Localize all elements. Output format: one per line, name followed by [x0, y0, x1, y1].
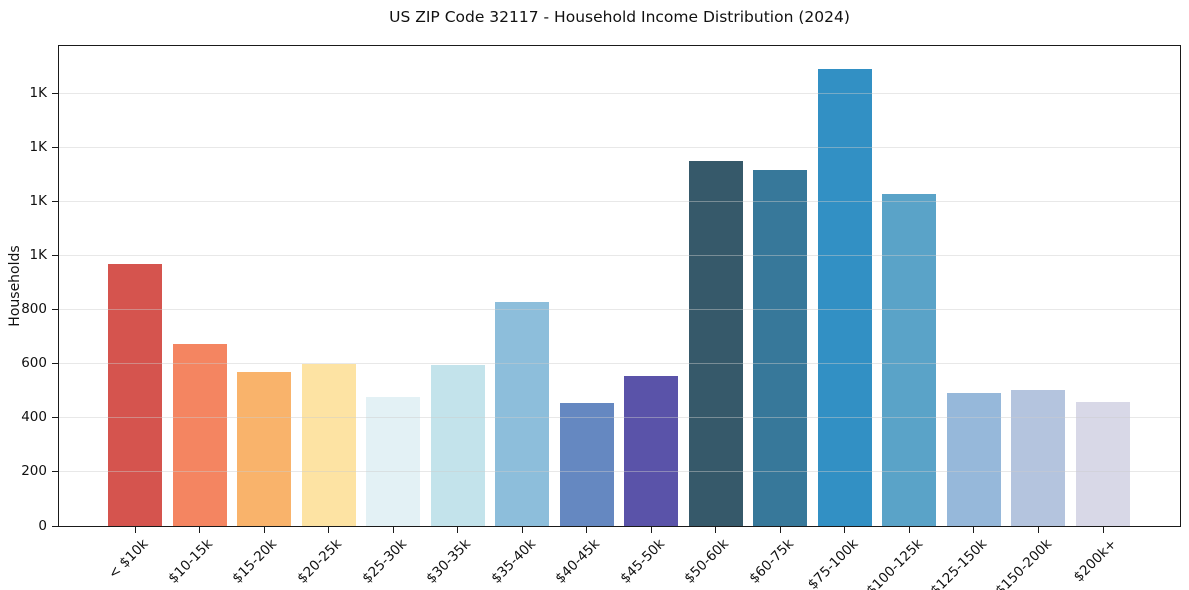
bar-$45-50k: [624, 376, 679, 526]
y-tick-mark: [52, 200, 58, 202]
x-tick-label: $30-35k: [423, 536, 474, 587]
gridline: [59, 471, 1180, 473]
y-tick-label: 1K: [29, 192, 47, 209]
bar-$100-125k: [882, 193, 937, 526]
x-tick-label: $15-20k: [229, 536, 281, 587]
bar-$150-200k: [1011, 389, 1066, 526]
x-tick-mark: [1037, 527, 1039, 533]
x-tick-mark: [715, 527, 717, 533]
y-tick-mark: [52, 363, 58, 365]
x-tick-label: $125-150k: [927, 536, 991, 590]
x-tick-mark: [844, 527, 846, 533]
y-tick-label: 800: [21, 301, 47, 318]
y-tick-label: 0: [38, 517, 47, 534]
x-tick-mark: [908, 527, 910, 533]
y-tick-label: 600: [21, 355, 47, 372]
bar-$60-75k: [753, 169, 808, 526]
x-tick-label: $25-30k: [358, 536, 410, 587]
y-tick-label: 1K: [29, 84, 47, 101]
x-tick-mark: [973, 527, 975, 533]
x-tick-label: $100-125k: [862, 536, 926, 590]
y-tick-label: 1K: [29, 138, 47, 155]
y-tick-label: 400: [21, 409, 47, 426]
x-tick-label: $10-15k: [165, 536, 216, 587]
x-tick-mark: [586, 527, 588, 533]
gridline: [59, 363, 1180, 365]
y-tick-mark: [52, 92, 58, 94]
x-tick-label: $75-100k: [804, 536, 862, 590]
x-tick-mark: [392, 527, 394, 533]
x-tick-mark: [521, 527, 523, 533]
y-tick-mark: [52, 471, 58, 473]
bar-$50-60k: [688, 160, 743, 526]
x-tick-label: < $10k: [105, 536, 152, 583]
bar-$25-30k: [366, 396, 421, 526]
x-tick-label: $20-25k: [294, 536, 345, 587]
gridline: [59, 254, 1180, 256]
bar-$30-35k: [430, 365, 485, 526]
x-tick-label: $60-75k: [745, 536, 797, 587]
y-tick-label: 200: [21, 463, 47, 480]
x-tick-mark: [263, 527, 265, 533]
chart-title: US ZIP Code 32117 - Household Income Dis…: [389, 8, 850, 26]
y-tick-mark: [52, 525, 58, 527]
x-tick-mark: [1102, 527, 1104, 533]
gridline: [59, 146, 1180, 148]
gridline: [59, 200, 1180, 202]
bar-$35-40k: [495, 302, 550, 526]
gridline: [59, 309, 1180, 311]
x-tick-label: $45-50k: [616, 536, 668, 587]
y-tick-mark: [52, 254, 58, 256]
bar-$10-15k: [172, 344, 227, 526]
x-tick-label: $150-200k: [991, 536, 1055, 590]
x-tick-mark: [650, 527, 652, 533]
x-tick-label: $50-60k: [681, 536, 733, 587]
bar-$40-45k: [559, 402, 614, 526]
x-tick-label: $35-40k: [487, 536, 539, 587]
x-tick-label: $40-45k: [552, 536, 604, 587]
bar-$75-100k: [817, 69, 872, 526]
y-tick-mark: [52, 417, 58, 419]
x-tick-mark: [134, 527, 136, 533]
x-tick-mark: [457, 527, 459, 533]
x-tick-mark: [779, 527, 781, 533]
bar-< $10k: [108, 264, 162, 526]
y-tick-mark: [52, 146, 58, 148]
bar-$125-150k: [946, 392, 1001, 526]
gridline: [59, 92, 1180, 94]
bar-$200k+: [1076, 401, 1130, 526]
y-tick-label: 1K: [29, 246, 47, 263]
bar-$15-20k: [237, 372, 292, 526]
x-tick-mark: [328, 527, 330, 533]
x-tick-label: $200k+: [1070, 536, 1120, 586]
y-tick-mark: [52, 309, 58, 311]
plot-area: [58, 45, 1181, 527]
gridline: [59, 417, 1180, 419]
bar-$20-25k: [301, 363, 356, 526]
x-tick-mark: [199, 527, 201, 533]
